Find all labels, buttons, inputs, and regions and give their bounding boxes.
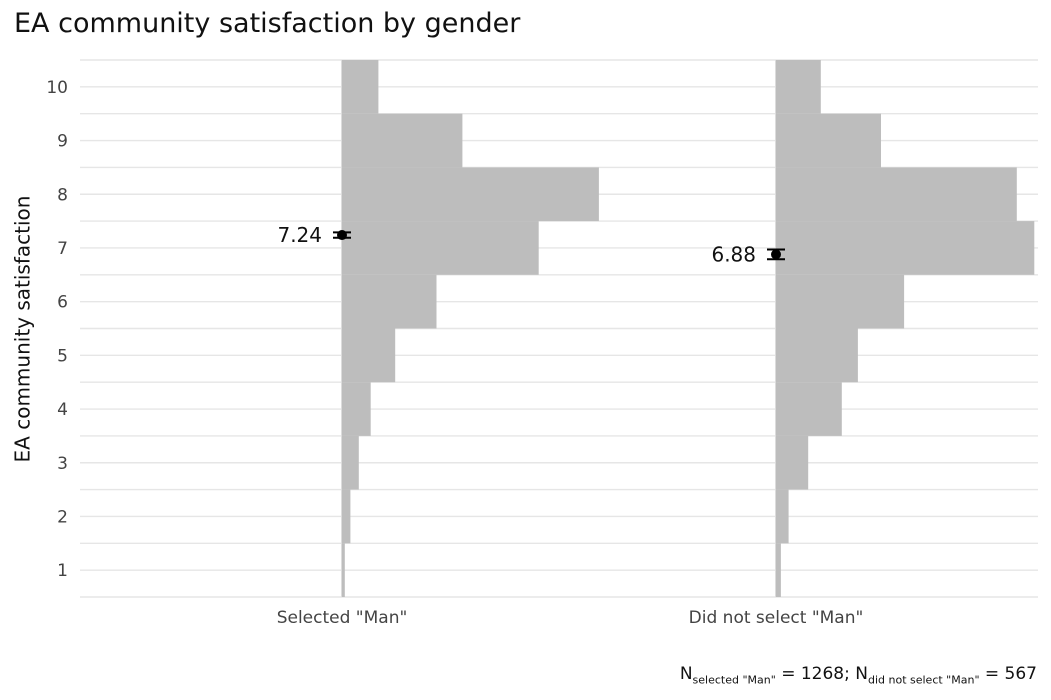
histogram-bar bbox=[342, 113, 463, 168]
mean-label: 7.24 bbox=[277, 223, 322, 247]
histogram-bar bbox=[776, 274, 905, 329]
histogram-bar bbox=[776, 113, 881, 168]
histogram-bar bbox=[342, 435, 359, 490]
y-axis-label: EA community satisfaction bbox=[9, 195, 34, 462]
y-tick-label: 7 bbox=[57, 239, 68, 259]
mean-point bbox=[337, 230, 347, 241]
histogram-bar bbox=[776, 435, 809, 490]
histogram-bar bbox=[342, 167, 599, 222]
y-tick-label: 2 bbox=[57, 507, 68, 527]
y-tick-label: 9 bbox=[57, 132, 68, 152]
x-category-label: Did not select "Man" bbox=[689, 608, 864, 628]
mean-point bbox=[771, 249, 781, 260]
histogram-bar bbox=[342, 221, 539, 275]
caption-n1-prefix: N bbox=[679, 664, 693, 684]
sample-size-caption: Nselected "Man" = 1268; Ndid not select … bbox=[680, 664, 1037, 686]
y-tick-label: 1 bbox=[57, 561, 68, 581]
histogram-bar bbox=[342, 274, 437, 329]
histogram-bar bbox=[776, 489, 789, 544]
histogram-bar bbox=[776, 382, 842, 436]
mean-label: 6.88 bbox=[711, 242, 756, 266]
caption-n2-value: = 567 bbox=[979, 664, 1037, 684]
histogram-bar bbox=[776, 328, 858, 383]
caption-n2-sub: did not select "Man" bbox=[867, 673, 980, 687]
histogram-bar bbox=[342, 382, 371, 436]
y-tick-label: 10 bbox=[46, 78, 68, 98]
caption-n1-sub: selected "Man" bbox=[692, 673, 776, 687]
caption-n1-value: = 1268; N bbox=[775, 664, 868, 684]
y-tick-label: 4 bbox=[57, 400, 68, 420]
histogram-bar bbox=[342, 543, 345, 597]
histogram-bar bbox=[776, 221, 1035, 275]
histogram-bar bbox=[342, 489, 351, 544]
histogram-bar bbox=[342, 60, 379, 114]
histogram-bar bbox=[776, 60, 821, 114]
histogram-bar bbox=[342, 328, 396, 383]
y-tick-label: 8 bbox=[57, 185, 68, 205]
y-tick-label: 5 bbox=[57, 346, 68, 366]
histogram-bar bbox=[776, 167, 1017, 222]
chart-title: EA community satisfaction by gender bbox=[14, 8, 521, 39]
x-category-label: Selected "Man" bbox=[277, 608, 408, 628]
y-tick-label: 3 bbox=[57, 454, 68, 474]
histogram-bar bbox=[776, 543, 781, 597]
y-tick-label: 6 bbox=[57, 293, 68, 313]
